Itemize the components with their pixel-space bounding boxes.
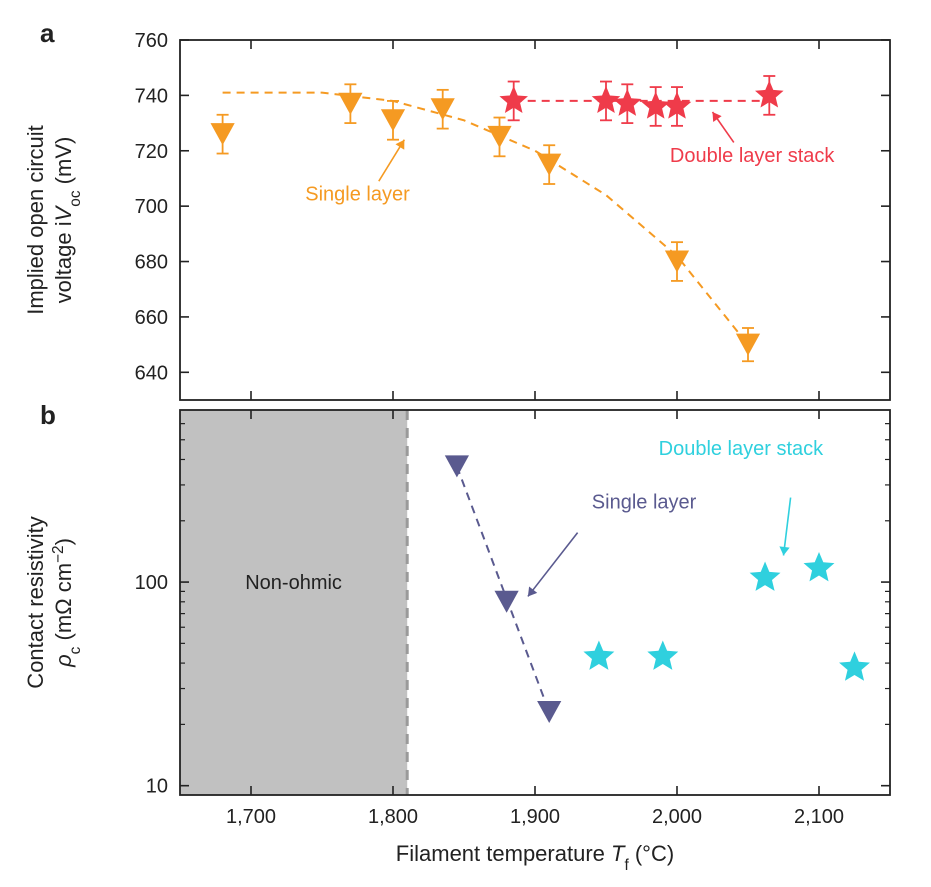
star-icon: [804, 552, 835, 581]
nonohmic-label: Non-ohmic: [245, 572, 342, 594]
star-icon: [750, 562, 781, 591]
panel-b-ylabel-line1: Contact resistivity: [23, 516, 48, 688]
panel-a-single-annotation: Single layer: [305, 184, 410, 206]
panel-b-ytick-label: 100: [135, 572, 168, 594]
panel-a-ylabel-line2: voltage iVoc (mV): [51, 137, 84, 304]
xtick-label: 1,900: [510, 806, 560, 828]
triangle-down-icon: [487, 126, 511, 148]
xtick-label: 1,700: [226, 806, 276, 828]
arrow-head-icon: [713, 112, 722, 122]
panel-b: 10 100 1,700 1,800 1,900 2,000 2,100 Non-ohmic S…: [23, 410, 890, 828]
panel-b-single-annotation: Single layer: [592, 491, 697, 513]
star-icon: [647, 640, 678, 669]
panel-b-ylabel: Contact resistivityρc (mΩ cm−2): [23, 516, 84, 688]
triangle-down-icon: [665, 251, 689, 273]
panel-a: 640 660 680 700 720 740 760 Single layer Double …: [23, 30, 890, 400]
figure-container: 10 100 1,700 1,800 1,900 2,000 2,100 Non-ohmic S…: [0, 0, 931, 887]
panel-a-single-trend: [223, 93, 748, 345]
panel-a-letter: a: [40, 18, 55, 48]
panel-a-ytick-label: 720: [135, 141, 168, 163]
panel-a-ytick-label: 660: [135, 307, 168, 329]
panel-b-letter: b: [40, 400, 56, 430]
triangle-down-icon: [445, 455, 469, 477]
panel-a-ytick-label: 740: [135, 85, 168, 107]
arrow-head-icon: [779, 546, 789, 555]
annotation-arrow-line: [528, 533, 578, 597]
panel-a-ytick-label: 640: [135, 362, 168, 384]
panel-a-ytick-label: 700: [135, 196, 168, 218]
arrow-head-icon: [528, 587, 537, 597]
xaxis-label: Filament temperature Tf (°C): [396, 841, 674, 874]
panel-b-single-trend: [457, 466, 549, 712]
panel-a-ylabel: Implied open circuitvoltage iVoc (mV): [23, 125, 84, 315]
triangle-down-icon: [495, 591, 519, 613]
nonohmic-region: [180, 410, 407, 795]
annotation-arrow-line: [784, 498, 791, 556]
panel-a-axes-box: [180, 40, 890, 400]
triangle-down-icon: [537, 701, 561, 723]
xtick-label: 1,800: [368, 806, 418, 828]
panel-a-ytick-label: 680: [135, 252, 168, 274]
triangle-down-icon: [211, 123, 235, 145]
star-icon: [839, 651, 870, 680]
panel-a-ylabel-line1: Implied open circuit: [23, 125, 48, 315]
panel-b-ylabel-line2: ρc (mΩ cm−2): [50, 538, 84, 668]
panel-b-double-annotation: Double layer stack: [659, 438, 825, 460]
xtick-label: 2,100: [794, 806, 844, 828]
panel-a-ytick-label: 760: [135, 30, 168, 52]
panel-a-double-annotation: Double layer stack: [670, 145, 836, 167]
figure-svg: 10 100 1,700 1,800 1,900 2,000 2,100 Non-ohmic S…: [0, 0, 931, 887]
xtick-label: 2,000: [652, 806, 702, 828]
triangle-down-icon: [736, 334, 760, 356]
triangle-down-icon: [537, 154, 561, 176]
panel-b-ytick-label: 10: [146, 776, 168, 798]
star-icon: [583, 640, 614, 669]
triangle-down-icon: [338, 93, 362, 115]
triangle-down-icon: [381, 109, 405, 131]
